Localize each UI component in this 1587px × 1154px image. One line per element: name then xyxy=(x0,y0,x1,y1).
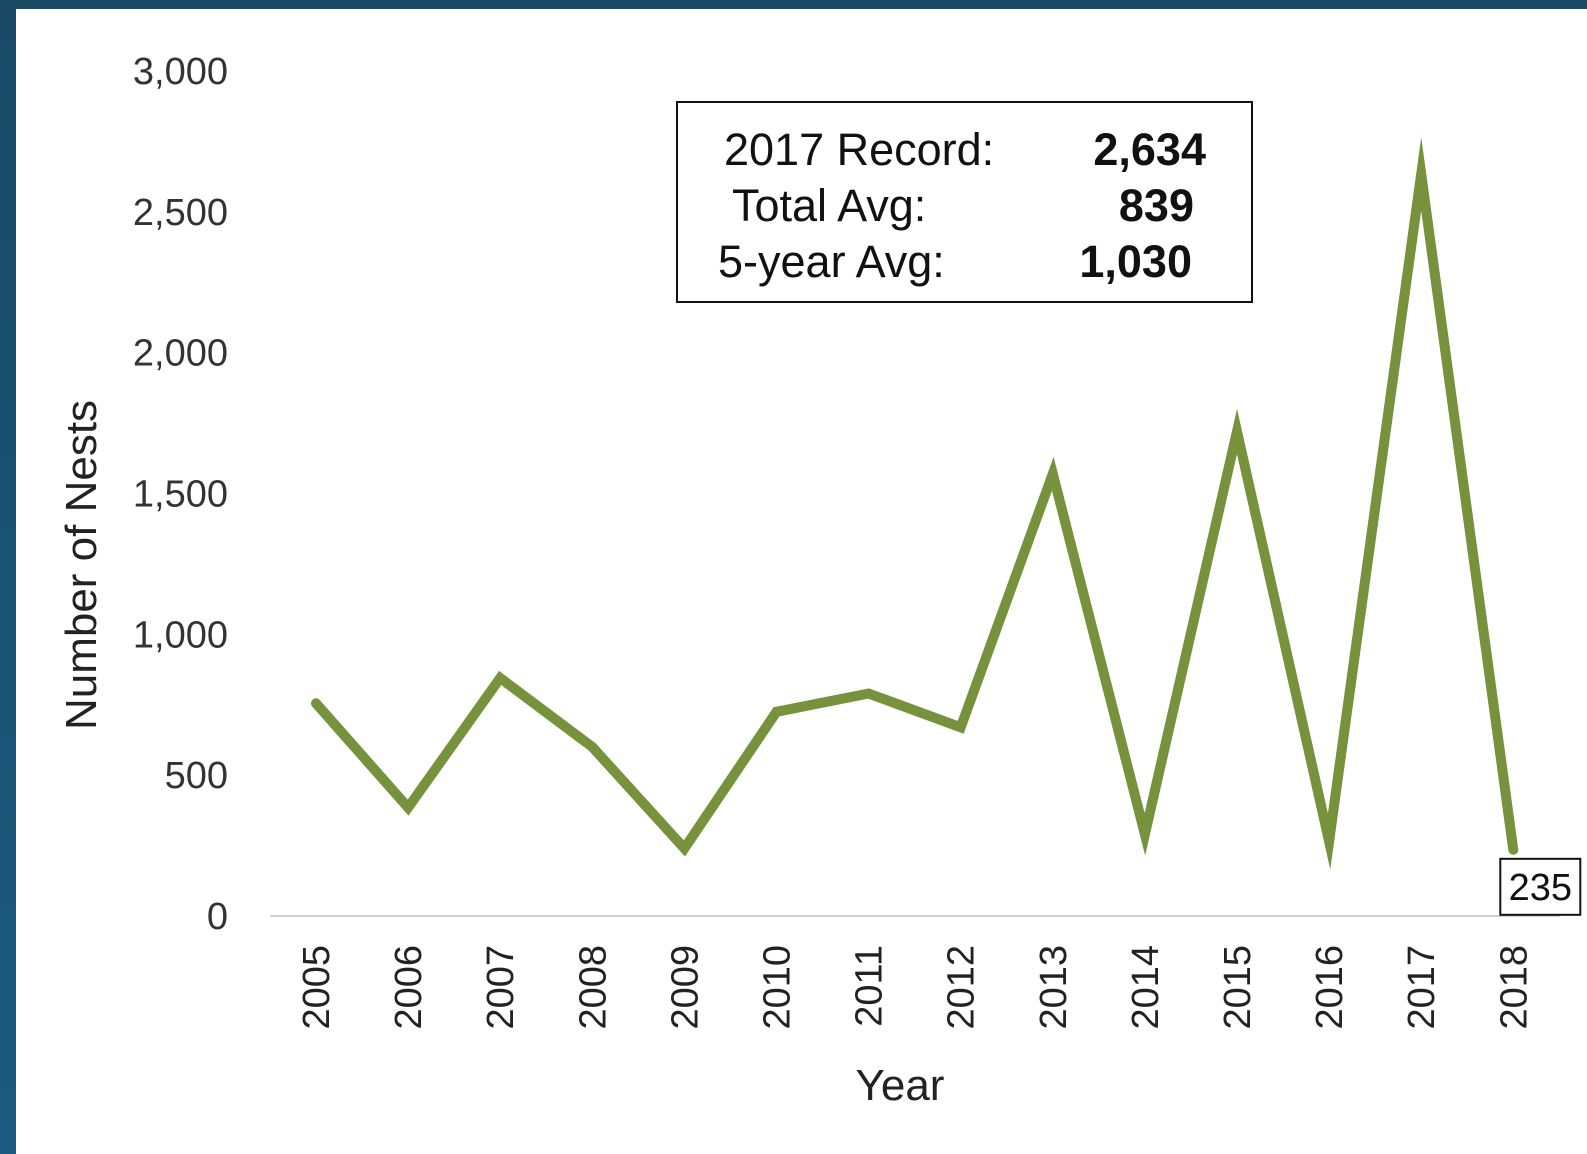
data-label: 235 xyxy=(1509,867,1572,909)
y-tick-label: 0 xyxy=(207,896,228,938)
data-point xyxy=(1328,840,1330,842)
data-point xyxy=(315,702,317,704)
stat-label-total-avg: Total Avg: xyxy=(732,180,926,231)
data-label-frame xyxy=(1499,857,1582,916)
x-tick-label: 2016 xyxy=(1309,945,1351,1030)
series-line xyxy=(311,137,1519,870)
x-tick-label: 2006 xyxy=(388,945,430,1030)
data-point xyxy=(591,746,593,748)
y-tick-label: 2,000 xyxy=(133,333,228,375)
y-tick-label: 1,000 xyxy=(133,614,228,656)
x-tick-label: 2010 xyxy=(757,945,799,1030)
x-tick-label: 2017 xyxy=(1401,945,1443,1030)
data-point xyxy=(1144,833,1146,835)
stat-label-record: 2017 Record: xyxy=(724,124,994,175)
data-point xyxy=(960,726,962,728)
data-point xyxy=(1236,431,1238,432)
data-point xyxy=(499,677,501,679)
stat-value-5yr-avg: 1,030 xyxy=(1079,236,1192,287)
stats-box: 2017 Record: 2,634 Total Avg: 839 5-year… xyxy=(676,101,1253,303)
data-point xyxy=(1420,173,1422,175)
stats-box-frame xyxy=(676,101,1253,303)
y-axis-title: Number of Nests xyxy=(57,400,106,730)
stat-label-5yr-avg: 5-year Avg: xyxy=(718,236,945,287)
y-tick-label: 500 xyxy=(165,755,228,797)
stat-value-total-avg: 839 xyxy=(1119,180,1194,231)
x-tick-label: 2008 xyxy=(572,945,614,1030)
x-tick-label: 2014 xyxy=(1125,945,1167,1030)
data-point xyxy=(1052,473,1054,475)
data-point xyxy=(683,847,685,849)
x-tick-label: 2018 xyxy=(1493,945,1535,1030)
x-tick-label: 2011 xyxy=(849,945,891,1027)
data-label-layer: 235 xyxy=(1499,857,1582,916)
x-axis-title: Year xyxy=(856,1061,945,1110)
data-point xyxy=(868,693,870,694)
x-tick-label: 2013 xyxy=(1033,945,1075,1030)
y-tick-label: 2,500 xyxy=(133,192,228,234)
x-tick-label: 2015 xyxy=(1217,945,1259,1030)
x-axis-ticks: 2005 2006 2007 2008 2009 2010 2011 2012 2013 2014… xyxy=(296,945,1535,1030)
x-tick-label: 2007 xyxy=(480,945,522,1030)
series-layer xyxy=(311,137,1519,870)
y-axis-ticks: 0 500 1,000 1,500 2,000 2,500 3,000 xyxy=(133,51,228,938)
stat-value-record: 2,634 xyxy=(1093,124,1206,175)
y-tick-label: 3,000 xyxy=(133,51,228,93)
x-tick-label: 2009 xyxy=(664,945,706,1030)
y-tick-label: 1,500 xyxy=(133,474,228,516)
data-point xyxy=(407,807,409,809)
data-point xyxy=(1512,849,1514,851)
x-tick-label: 2005 xyxy=(296,945,338,1030)
x-tick-label: 2012 xyxy=(941,945,983,1030)
data-point xyxy=(776,711,777,713)
